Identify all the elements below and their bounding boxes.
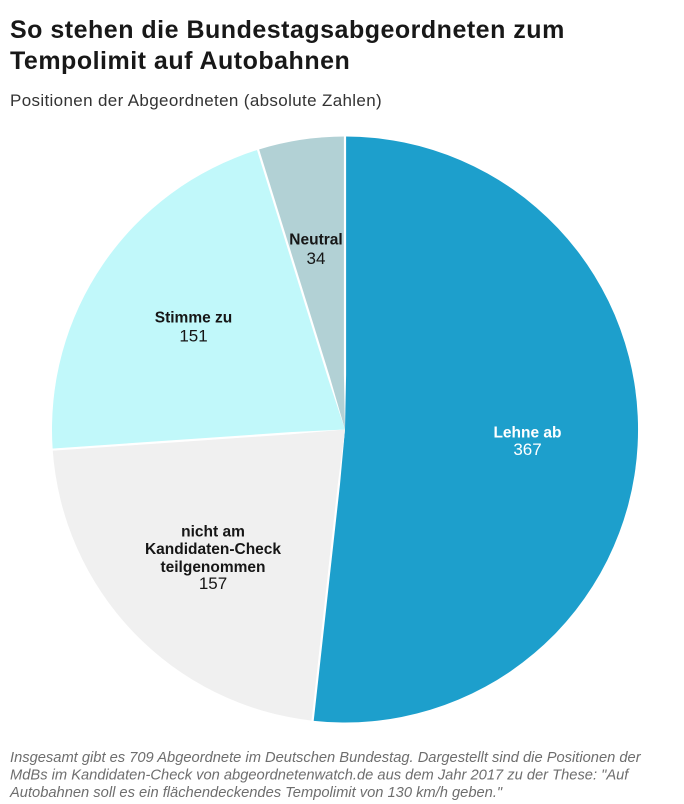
svg-text:Autobahnen soll es ein flächen: Autobahnen soll es ein flächendeckendes … <box>9 785 503 801</box>
svg-text:Neutral: Neutral <box>289 232 342 249</box>
svg-text:34: 34 <box>307 249 326 268</box>
svg-text:So stehen die Bundestagsabgeor: So stehen die Bundestagsabgeordneten zum <box>10 16 565 44</box>
svg-text:teilgenommen: teilgenommen <box>160 559 265 576</box>
svg-text:Lehne ab: Lehne ab <box>493 425 561 442</box>
svg-text:151: 151 <box>179 327 207 346</box>
svg-text:157: 157 <box>199 574 227 593</box>
svg-text:Stimme zu: Stimme zu <box>155 310 233 327</box>
svg-text:MdBs im Kandidaten-Check von a: MdBs im Kandidaten-Check von abgeordnete… <box>10 767 630 783</box>
svg-text:Positionen der Abgeordneten (a: Positionen der Abgeordneten (absolute Za… <box>10 91 382 110</box>
svg-text:367: 367 <box>513 440 541 459</box>
svg-text:nicht am: nicht am <box>181 523 245 540</box>
svg-text:Insgesamt gibt es 709 Abgeordn: Insgesamt gibt es 709 Abgeordnete im Deu… <box>10 750 642 766</box>
svg-text:Tempolimit auf Autobahnen: Tempolimit auf Autobahnen <box>10 47 350 75</box>
svg-text:Kandidaten-Check: Kandidaten-Check <box>145 541 281 558</box>
